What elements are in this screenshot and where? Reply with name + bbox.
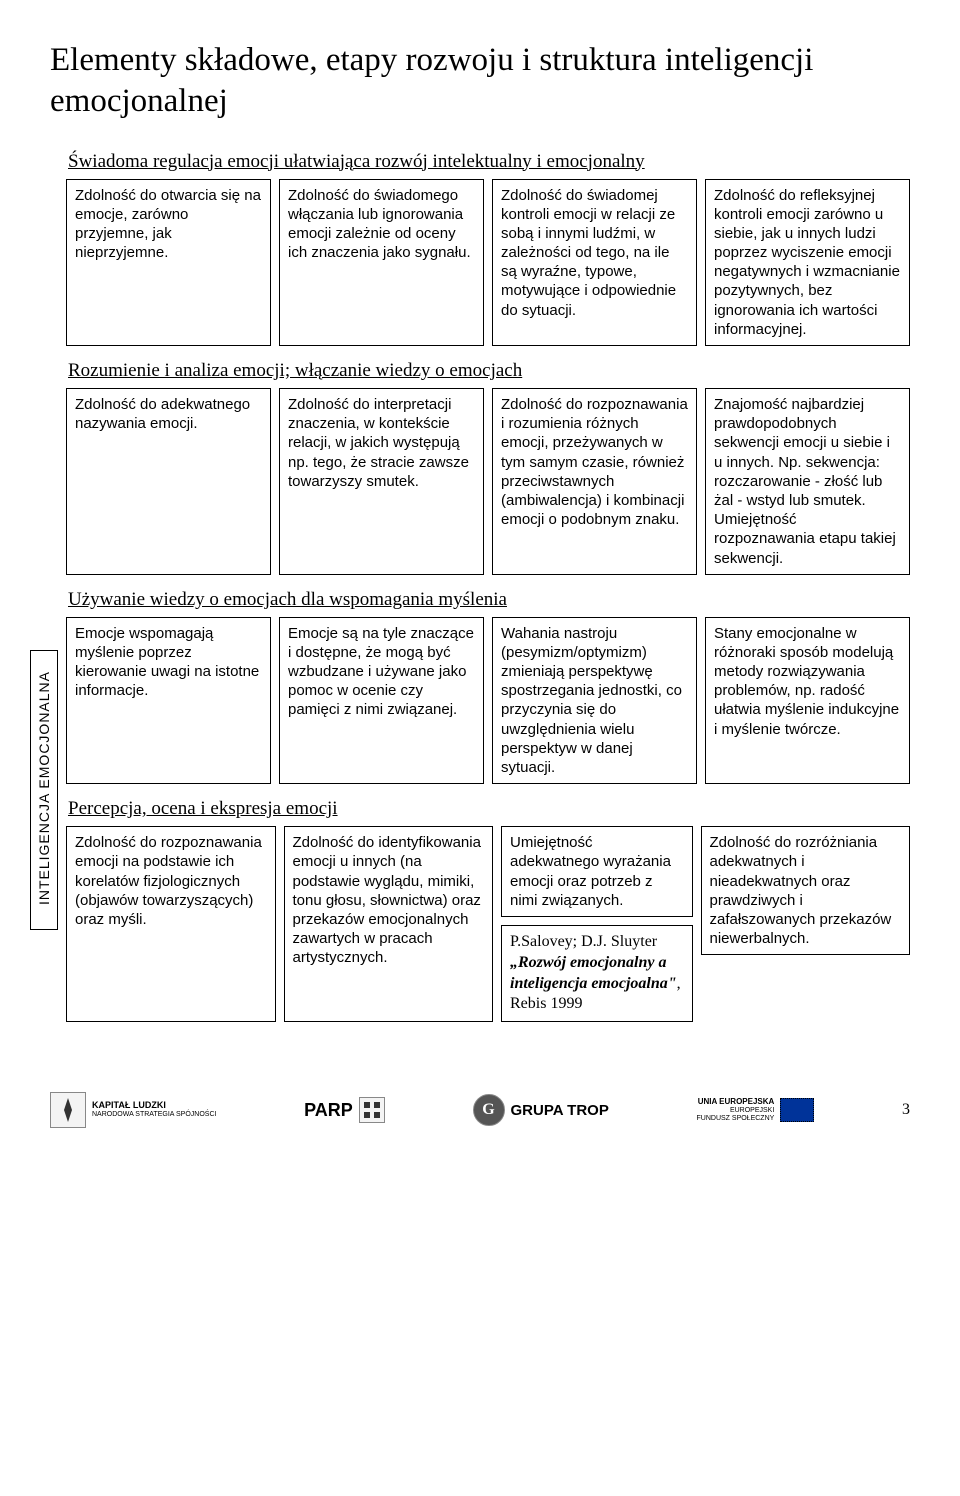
- vertical-label: INTELIGENCJA EMOCJONALNA: [36, 648, 52, 928]
- cell: Emocje wspomagają myślenie poprzez kiero…: [66, 617, 271, 785]
- section-header: Rozumienie i analiza emocji; włączanie w…: [68, 360, 910, 382]
- page-footer: KAPITAŁ LUDZKI NARODOWA STRATEGIA SPÓJNO…: [0, 1092, 960, 1148]
- section-row: Emocje wspomagają myślenie poprzez kiero…: [66, 617, 910, 785]
- cell: Stany emocjonalne w różnoraki sposób mod…: [705, 617, 910, 785]
- cell: Znajomość najbardziej prawdopodobnych se…: [705, 388, 910, 575]
- cell: Wahania nastroju (pesymizm/optymizm) zmi…: [492, 617, 697, 785]
- section-row: Zdolność do rozpoznawania emocji na pods…: [66, 826, 910, 1022]
- section-header: Percepcja, ocena i ekspresja emocji: [68, 798, 910, 820]
- cell: Zdolność do identyfikowania emocji u inn…: [284, 826, 494, 1022]
- eu-flag-icon: [780, 1098, 814, 1122]
- cell: Zdolność do rozróżniania adekwatnych i n…: [701, 826, 911, 955]
- grupatrop-text: GRUPA TROP: [511, 1102, 609, 1119]
- cell: Zdolność do rozpoznawania i rozumienia r…: [492, 388, 697, 575]
- cell: Zdolność do adekwatnego nazywania emocji…: [66, 388, 271, 575]
- kapital-logo-icon: [50, 1092, 86, 1128]
- footer-logo-grupatrop: G GRUPA TROP: [473, 1094, 609, 1126]
- page-number: 3: [902, 1101, 910, 1119]
- page-title: Elementy składowe, etapy rozwoju i struk…: [50, 40, 910, 123]
- cell: Zdolność do interpretacji znaczenia, w k…: [279, 388, 484, 575]
- citation-title: „Rozwój emocjonalny a inteligencja emocj…: [510, 954, 677, 992]
- vertical-label-box: INTELIGENCJA EMOCJONALNA: [30, 650, 58, 930]
- section-row: Zdolność do otwarcia się na emocje, zaró…: [66, 179, 910, 347]
- footer-logo-eu: UNIA EUROPEJSKA EUROPEJSKI FUNDUSZ SPOŁE…: [697, 1098, 815, 1122]
- eu-text: UNIA EUROPEJSKA EUROPEJSKI FUNDUSZ SPOŁE…: [697, 1098, 775, 1122]
- citation-box: P.Salovey; D.J. Sluyter „Rozwój emocjona…: [501, 925, 693, 1022]
- cell: Emocje są na tyle znaczące i dostępne, ż…: [279, 617, 484, 785]
- section-header: Używanie wiedzy o emocjach dla wspomagan…: [68, 589, 910, 611]
- parp-icon: [359, 1097, 385, 1123]
- cell: Umiejętność adekwatnego wyrażania emocji…: [501, 826, 693, 917]
- section-header: Świadoma regulacja emocji ułatwiająca ro…: [68, 151, 910, 173]
- citation-authors: P.Salovey; D.J. Sluyter: [510, 933, 657, 950]
- cell: Zdolność do otwarcia się na emocje, zaró…: [66, 179, 271, 347]
- footer-logo-kapital: KAPITAŁ LUDZKI NARODOWA STRATEGIA SPÓJNO…: [50, 1092, 216, 1128]
- cell: Zdolność do świadomej kontroli emocji w …: [492, 179, 697, 347]
- section-row: Zdolność do adekwatnego nazywania emocji…: [66, 388, 910, 575]
- grupatrop-icon: G: [473, 1094, 505, 1126]
- cell: Zdolność do świadomego włączania lub ign…: [279, 179, 484, 347]
- cell: Zdolność do rozpoznawania emocji na pods…: [66, 826, 276, 1022]
- parp-text: PARP: [304, 1100, 353, 1121]
- kapital-logo-text: KAPITAŁ LUDZKI NARODOWA STRATEGIA SPÓJNO…: [92, 1101, 216, 1119]
- main-content: Świadoma regulacja emocji ułatwiająca ro…: [66, 151, 910, 1023]
- cell: Zdolność do refleksyjnej kontroli emocji…: [705, 179, 910, 347]
- footer-logo-parp: PARP: [304, 1097, 385, 1123]
